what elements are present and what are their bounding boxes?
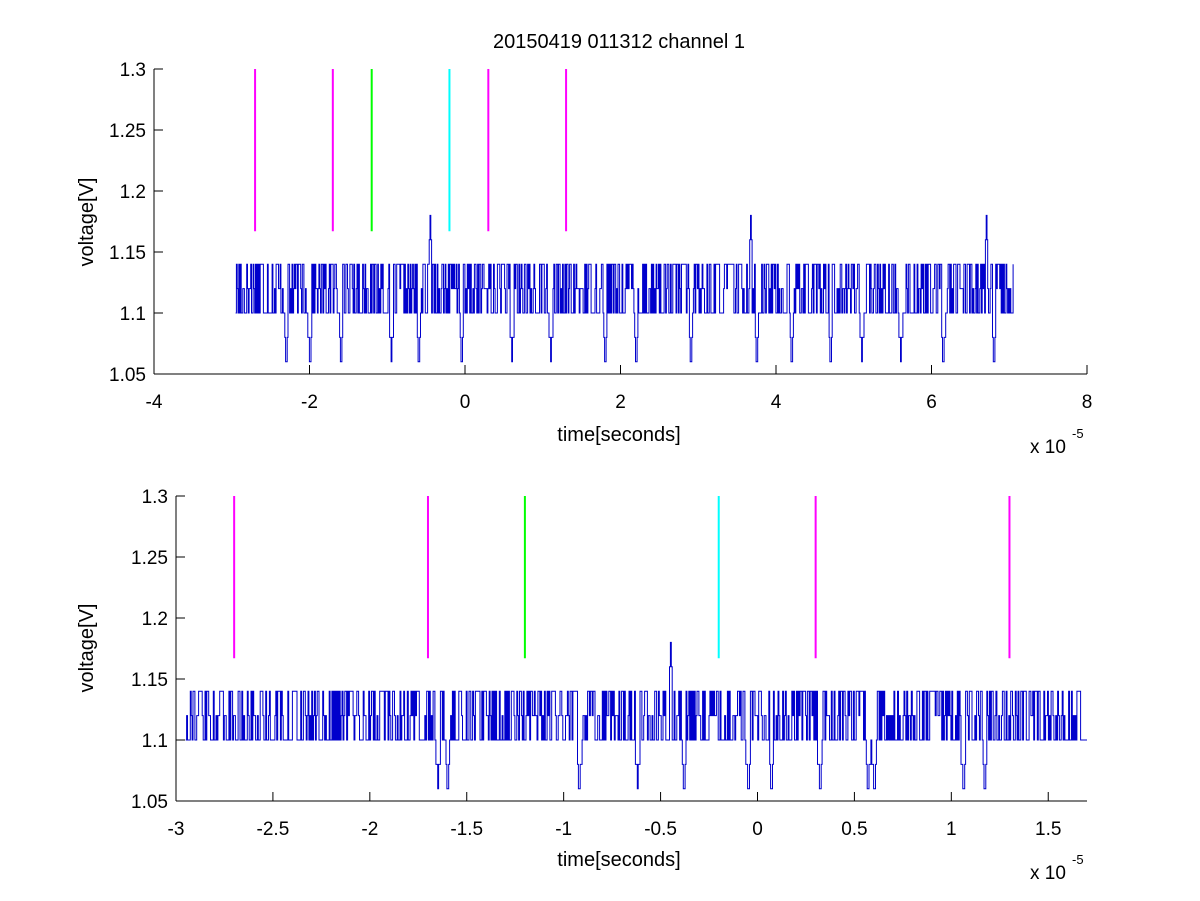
x-tick-label: 4 <box>771 392 782 413</box>
voltage-series-line <box>185 641 1087 790</box>
bottom-x-multiplier-exponent: -5 <box>1072 852 1084 867</box>
y-tick-label: 1.3 <box>120 60 146 81</box>
x-tick-label: 0.5 <box>841 819 867 840</box>
bottom-x-ticks: -3 -2.5 -2 -1.5 -1 -0.5 0 0.5 1 1.5 <box>168 792 1061 840</box>
x-tick-label: 0 <box>752 819 763 840</box>
y-tick-label: 1.05 <box>131 792 168 813</box>
y-tick-label: 1.1 <box>142 731 168 752</box>
x-tick-label: 2 <box>615 392 626 413</box>
x-tick-label: 1 <box>946 819 957 840</box>
bottom-plot-area <box>185 496 1087 790</box>
bottom-subplot: -3 -2.5 -2 -1.5 -1 -0.5 0 0.5 1 1.5 1.051.11.151.… <box>76 487 1087 884</box>
x-tick-label: 8 <box>1082 392 1093 413</box>
top-subplot: 20150419 011312 channel 1 -4 -2 0 2 4 6 8 1.05… <box>76 31 1092 458</box>
bottom-axes-frame <box>175 496 1087 802</box>
x-tick-label: 6 <box>926 392 937 413</box>
y-tick-label: 1.25 <box>109 121 146 142</box>
bottom-y-axis-label: voltage[V] <box>76 604 98 693</box>
x-tick-label: -3 <box>168 819 185 840</box>
x-tick-label: -2.5 <box>257 819 290 840</box>
y-tick-label: 1.15 <box>109 243 146 264</box>
y-tick-label: 1.25 <box>131 548 168 569</box>
top-y-axis-label: voltage[V] <box>76 178 98 267</box>
voltage-series-line <box>235 214 1014 363</box>
top-y-ticks: 1.05 1.1 1.15 1.2 1.25 1.3 <box>109 60 163 386</box>
y-tick-label: 1.15 <box>131 670 168 691</box>
y-tick-label: 1.2 <box>142 609 168 630</box>
bottom-y-ticks: 1.05 1.1 1.15 1.2 1.25 1.3 <box>131 487 185 813</box>
bottom-x-axis-label: time[seconds] <box>557 849 680 871</box>
top-plot-area <box>235 69 1014 363</box>
y-tick-label: 1.3 <box>142 487 168 508</box>
y-tick-label: 1.2 <box>120 182 146 203</box>
y-tick-label: 1.1 <box>120 304 146 325</box>
x-tick-label: -1 <box>555 819 572 840</box>
x-tick-label: 1.5 <box>1035 819 1061 840</box>
x-tick-label: -2 <box>361 819 378 840</box>
top-x-ticks: -4 -2 0 2 4 6 8 <box>146 365 1093 413</box>
chart-title: 20150419 011312 channel 1 <box>493 31 745 53</box>
bottom-x-multiplier: x 10 <box>1030 863 1066 884</box>
top-x-multiplier: x 10 <box>1030 437 1066 458</box>
x-tick-label: -0.5 <box>644 819 677 840</box>
x-tick-label: -4 <box>146 392 163 413</box>
x-tick-label: 0 <box>460 392 471 413</box>
x-tick-label: -1.5 <box>450 819 483 840</box>
top-x-multiplier-exponent: -5 <box>1072 426 1084 441</box>
top-x-axis-label: time[seconds] <box>557 424 680 446</box>
x-tick-label: -2 <box>301 392 318 413</box>
y-tick-label: 1.05 <box>109 365 146 386</box>
